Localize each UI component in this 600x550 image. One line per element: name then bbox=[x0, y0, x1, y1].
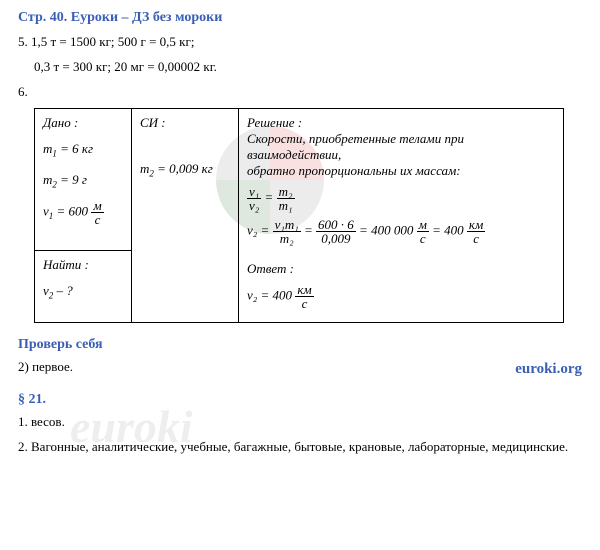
answer-title: Ответ : bbox=[247, 261, 555, 277]
m2-sym: m bbox=[43, 172, 52, 187]
q2: 2. Вагонные, аналитические, учебные, баг… bbox=[18, 437, 582, 458]
si-m2-val: = 0,009 кг bbox=[154, 161, 213, 176]
eq2-f2n: 600 · 6 bbox=[316, 218, 356, 232]
given-cell: Дано : m1 = 6 кг m2 = 9 г v1 = 600 мс bbox=[35, 109, 132, 251]
eq2-lhs: v₂ = bbox=[247, 223, 273, 238]
unit-s2: с bbox=[417, 232, 429, 245]
problem-5-num: 5. bbox=[18, 34, 28, 49]
m1-val: = 6 кг bbox=[57, 141, 93, 156]
solution-line1: Скорости, приобретенные телами при взаим… bbox=[247, 131, 555, 163]
eq1-lnum: v₁ bbox=[247, 185, 261, 199]
unit-s3: с bbox=[467, 232, 485, 245]
eq1-rnum: m₂ bbox=[277, 185, 295, 199]
solution-line2: обратно пропорциональны их массам: bbox=[247, 163, 555, 179]
unit-m: м bbox=[91, 199, 103, 213]
page-title: Стр. 40. Еуроки – ДЗ без мороки bbox=[18, 10, 582, 26]
unit-s: с bbox=[91, 213, 103, 226]
solution-title: Решение : bbox=[247, 115, 555, 131]
eq2-f1n: v₁m₁ bbox=[273, 218, 301, 232]
solution-cell: Решение : Скорости, приобретенные телами… bbox=[239, 109, 564, 323]
eq1: v₁v₂ = m₂m₁ bbox=[247, 185, 555, 212]
unit-km: км bbox=[467, 218, 485, 232]
unit-km2: км bbox=[295, 283, 313, 297]
m1-sym: m bbox=[43, 141, 52, 156]
check-yourself-title: Проверь себя bbox=[18, 337, 582, 353]
problem-6-num: 6. bbox=[18, 82, 582, 103]
si-title: СИ : bbox=[140, 115, 230, 131]
eq2-mid1: = 400 000 bbox=[359, 223, 417, 238]
site-link[interactable]: euroki.org bbox=[515, 361, 582, 378]
given-title: Дано : bbox=[43, 115, 123, 131]
solution-table: Дано : m1 = 6 кг m2 = 9 г v1 = 600 мс СИ… bbox=[34, 108, 564, 323]
eq2-f2d: 0,009 bbox=[316, 232, 356, 245]
eq2-f1d: m₂ bbox=[273, 232, 301, 245]
check-line: 2) первое. bbox=[18, 357, 582, 378]
answer-val: v₂ = 400 bbox=[247, 288, 295, 303]
eq1-lden: v₂ bbox=[247, 199, 261, 212]
si-m2-sym: m bbox=[140, 161, 149, 176]
eq2: v₂ = v₁m₁m₂ = 600 · 60,009 = 400 000 мс … bbox=[247, 218, 555, 245]
m2-val: = 9 г bbox=[57, 172, 87, 187]
q1: 1. весов. bbox=[18, 412, 582, 433]
problem-5-line1: 1,5 т = 1500 кг; 500 г = 0,5 кг; bbox=[31, 34, 194, 49]
v1-val: = 600 bbox=[53, 203, 91, 218]
unit-s4: с bbox=[295, 297, 313, 310]
si-cell: СИ : m2 = 0,009 кг bbox=[132, 109, 239, 323]
unit-m2: м bbox=[417, 218, 429, 232]
problem-5: 5. 1,5 т = 1500 кг; 500 г = 0,5 кг; bbox=[18, 32, 582, 53]
find-v2-q: – ? bbox=[53, 283, 73, 298]
find-cell: Найти : v2 – ? bbox=[35, 251, 132, 323]
eq1-rden: m₁ bbox=[277, 199, 295, 212]
find-title: Найти : bbox=[43, 257, 123, 273]
problem-5-line2: 0,3 т = 300 кг; 20 мг = 0,00002 кг. bbox=[18, 57, 582, 78]
answer-line: v₂ = 400 кмс bbox=[247, 283, 555, 310]
paragraph-21-title: § 21. bbox=[18, 392, 582, 408]
eq2-mid2: = 400 bbox=[432, 223, 467, 238]
